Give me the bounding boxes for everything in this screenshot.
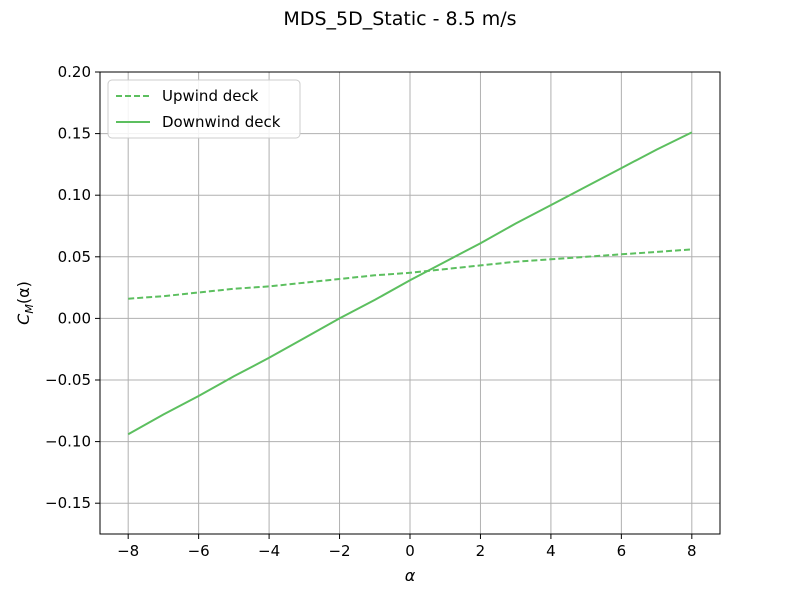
chart-title: MDS_5D_Static - 8.5 m/s — [283, 8, 517, 30]
y-tick-label: −0.05 — [45, 371, 91, 389]
x-tick-label: 2 — [476, 542, 486, 560]
series-layer — [127, 131, 693, 436]
legend-label: Upwind deck — [162, 87, 259, 105]
legend: Upwind deck Downwind deck — [107, 79, 301, 139]
x-axis-label: α — [405, 566, 416, 585]
y-tick-label: −0.10 — [45, 433, 91, 451]
y-tick-label: 0.10 — [58, 186, 91, 204]
series-line-upwind-deck — [128, 248, 692, 300]
y-tick-label: 0.05 — [58, 248, 91, 266]
x-tick-label: −4 — [258, 542, 280, 560]
series-line-downwind-deck — [127, 131, 693, 436]
y-tick-label: 0.20 — [58, 63, 91, 81]
legend-label: Downwind deck — [162, 113, 281, 131]
y-tick-label: −0.15 — [45, 494, 91, 512]
y-axis-label: CM(α) — [14, 281, 36, 325]
x-tick-label: 0 — [405, 542, 415, 560]
x-tick-label: 8 — [687, 542, 697, 560]
grid-lines — [100, 71, 720, 534]
x-axis-ticks: −8 −6 −4 −2 0 2 4 6 8 — [117, 534, 697, 560]
y-axis-ticks: −0.15 −0.10 −0.05 0.00 0.05 0.10 0.15 0.20 — [45, 63, 100, 512]
x-tick-label: 6 — [617, 542, 627, 560]
x-tick-label: −6 — [188, 542, 210, 560]
y-tick-label: 0.00 — [58, 309, 91, 327]
x-tick-label: −2 — [328, 542, 350, 560]
y-axis-label-text: CM(α) — [14, 281, 36, 325]
legend-box — [107, 79, 301, 139]
y-tick-label: 0.15 — [58, 125, 91, 143]
x-tick-label: 4 — [546, 542, 556, 560]
x-tick-label: −8 — [117, 542, 139, 560]
